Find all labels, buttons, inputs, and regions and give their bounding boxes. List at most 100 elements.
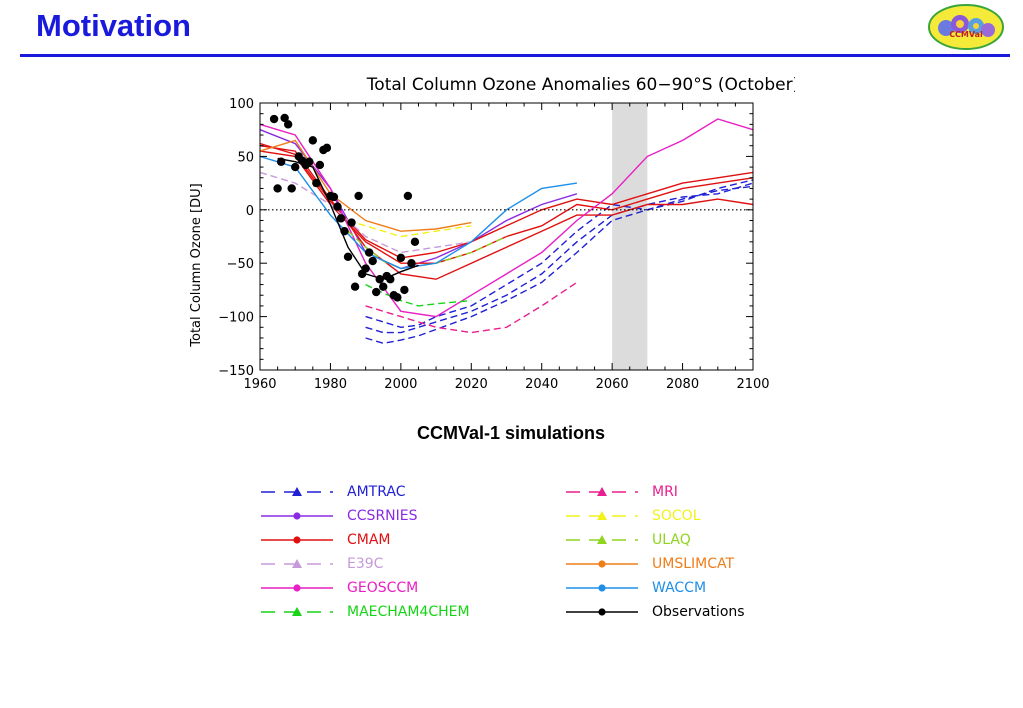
x-tick-label: 2080: [666, 377, 699, 392]
legend-swatch-waccm: [566, 584, 638, 592]
legend-label: E39C: [347, 556, 384, 572]
observation-point-29: [368, 256, 377, 266]
legend-label: ULAQ: [652, 532, 691, 548]
series-line-amtrac-3: [365, 179, 754, 329]
legend-label: Observations: [652, 604, 745, 620]
observation-point-19: [333, 202, 342, 211]
observation-point-16: [322, 143, 332, 153]
observation-point-21: [340, 226, 349, 236]
legend-label: AMTRAC: [347, 484, 406, 500]
legend-label: CCSRNIES: [347, 508, 418, 524]
series-line-amtrac-1: [365, 185, 754, 345]
legend-label: MAECHAM4CHEM: [347, 604, 470, 620]
legend-label: MRI: [652, 484, 678, 500]
observation-point-39: [403, 191, 413, 201]
y-tick-label: 100: [229, 97, 254, 112]
legend-item-amtrac: AMTRAC: [255, 480, 470, 504]
series-line-ccsrnies-1: [259, 129, 578, 270]
y-axis-label: Total Column Ozone [DU]: [189, 183, 204, 347]
y-tick-label: −150: [218, 364, 254, 379]
series-line-e39c-1: [259, 171, 472, 254]
x-tick-label: 2000: [384, 377, 417, 392]
observation-point-20: [336, 214, 346, 223]
x-tick-label: 2040: [525, 377, 558, 392]
observation-point-23: [347, 218, 356, 227]
legend-item-cmam: CMAM: [255, 528, 470, 552]
logo-text: CCMVal: [949, 30, 983, 39]
legend-swatch-geosccm: [261, 584, 333, 592]
series-line-socol-1: [347, 219, 472, 238]
legend-item-waccm: WACCM: [560, 576, 745, 600]
title-divider: [20, 54, 1010, 57]
observation-point-37: [396, 253, 406, 263]
y-tick-label: −50: [227, 257, 254, 272]
observation-point-5: [283, 120, 293, 129]
series-line-ulaq-1: [347, 230, 507, 270]
legend-item-ulaq: ULAQ: [560, 528, 745, 552]
legend-background: [252, 487, 790, 655]
ozone-anomaly-chart: Total Column Ozone Anomalies 60−90°S (Oc…: [189, 75, 795, 392]
observation-point-6: [287, 184, 296, 193]
legend-label: UMSLIMCAT: [652, 556, 735, 572]
chart-title: Total Column Ozone Anomalies 60−90°S (Oc…: [366, 75, 795, 95]
observation-point-2: [273, 184, 282, 193]
legend-swatch-e39c: [261, 559, 333, 568]
legend-item-maecham4chem: MAECHAM4CHEM: [255, 600, 470, 624]
observation-point-28: [364, 248, 374, 257]
series-line-umslimcat-1: [259, 139, 472, 232]
legend-swatch-socol: [566, 511, 638, 520]
legend-item-geosccm: GEOSCCM: [255, 576, 470, 600]
observation-point-1: [269, 114, 279, 124]
legend-item-e39c: E39C: [255, 552, 470, 576]
legend-swatch-cmam: [261, 536, 333, 544]
chart-legend: AMTRAC CCSRNIES CMAM E39C GEOSCCM MAECHAM4CHE…: [255, 480, 795, 625]
x-tick-label: 1960: [243, 377, 276, 392]
observation-point-24: [350, 282, 360, 291]
legend-item-umslimcat: UMSLIMCAT: [560, 552, 745, 576]
y-tick-label: 0: [246, 204, 254, 219]
legend-label: WACCM: [652, 580, 707, 596]
legend-swatch-mri: [566, 487, 638, 496]
slide-title: Motivation: [36, 8, 191, 43]
series-line-amtrac-2: [365, 182, 754, 334]
observation-point-38: [400, 285, 409, 295]
observation-point-12: [308, 136, 318, 145]
observation-point-30: [372, 287, 381, 297]
legend-swatch-maecham4chem: [261, 607, 333, 616]
legend-swatch-amtrac: [261, 487, 333, 496]
observation-point-3: [276, 157, 286, 166]
observation-point-13: [312, 178, 321, 188]
observation-point-18: [329, 192, 339, 202]
observation-point-25: [354, 191, 363, 201]
series-line-mri-1: [365, 281, 578, 334]
observation-point-14: [315, 160, 325, 170]
legend-label: CMAM: [347, 532, 391, 548]
legend-swatch-umslimcat: [566, 560, 638, 568]
x-tick-label: 2060: [596, 377, 629, 392]
legend-label: GEOSCCM: [347, 580, 419, 596]
y-tick-label: 50: [237, 150, 254, 165]
observation-point-4: [280, 113, 289, 123]
legend-item-ccsrnies: CCSRNIES: [255, 504, 470, 528]
observation-point-32: [379, 282, 388, 291]
observation-point-11: [305, 157, 314, 166]
observation-point-22: [343, 252, 353, 261]
legend-item-mri: MRI: [560, 480, 745, 504]
observation-point-41: [410, 237, 420, 247]
legend-item-observations: Observations: [560, 600, 745, 624]
x-tick-label: 1980: [314, 377, 347, 392]
observation-point-36: [393, 293, 402, 302]
observation-point-34: [386, 275, 395, 284]
observation-point-27: [361, 264, 370, 273]
legend-item-socol: SOCOL: [560, 504, 745, 528]
shaded-period: [612, 103, 648, 370]
ccmval-logo: CCMVal: [928, 4, 1004, 50]
legend-swatch-ccsrnies: [261, 512, 333, 520]
chart-caption: CCMVal-1 simulations: [416, 423, 606, 443]
x-tick-label: 2020: [455, 377, 488, 392]
series-line-geosccm-1: [259, 118, 754, 318]
legend-label: SOCOL: [652, 508, 701, 524]
legend-swatch-observations: [566, 608, 638, 616]
legend-swatch-ulaq: [566, 535, 638, 544]
y-tick-label: −100: [218, 311, 254, 326]
